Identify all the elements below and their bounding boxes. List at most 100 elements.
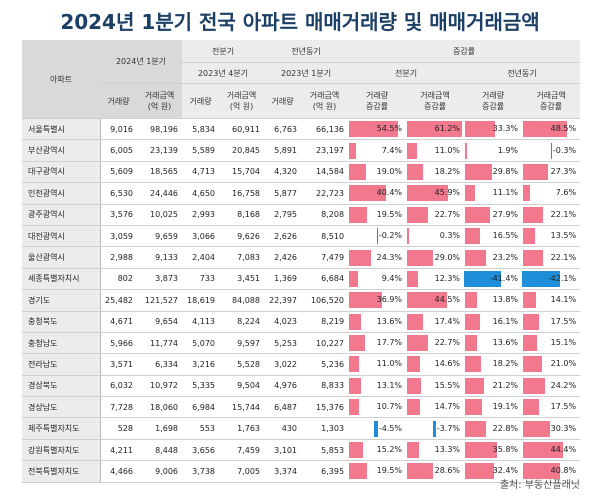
change-bar xyxy=(407,270,419,287)
cell-ay: 6,684 xyxy=(301,268,349,291)
change-cell-c1: 17.7% xyxy=(348,332,407,355)
change-bar xyxy=(465,185,476,202)
change-cell-c1: -4.5% xyxy=(348,417,407,440)
cell-vq: 553 xyxy=(182,417,220,440)
change-cell-c4: 15.1% xyxy=(522,332,581,355)
table-body: 서울특별시 9,016 98,196 5,834 60,911 6,763 66,136 54… xyxy=(22,118,581,483)
change-bar xyxy=(376,228,379,245)
change-cell-c4: 22.1% xyxy=(522,246,581,269)
change-bar xyxy=(523,335,537,352)
change-bar xyxy=(523,442,564,459)
cell-a24: 11,774 xyxy=(137,332,183,355)
change-cell-c3: 18.2% xyxy=(464,353,523,376)
cell-vy: 22,397 xyxy=(264,289,302,312)
change-bar xyxy=(522,270,561,287)
change-bar xyxy=(349,142,356,159)
cell-ay: 5,853 xyxy=(301,439,349,462)
data-table-wrapper: 아파트 2024년 1분기 전분기 전년동기 증감률 2023년 4분기 202… xyxy=(22,40,581,483)
change-value: 33.3% xyxy=(492,124,519,134)
table-row: 강원특별자치도 4,211 8,448 3,656 7,459 3,101 5,853 15.… xyxy=(22,439,581,462)
change-bar xyxy=(349,463,367,480)
change-value: 21.2% xyxy=(492,380,519,390)
cell-vy: 3,374 xyxy=(264,460,302,483)
cell-a24: 10,025 xyxy=(137,204,183,226)
change-cell-c2: -3.7% xyxy=(406,417,465,440)
change-cell-c1: 19.5% xyxy=(348,460,407,483)
change-bar xyxy=(465,142,467,159)
change-value: -42.1% xyxy=(547,273,577,283)
change-value: 13.6% xyxy=(376,316,403,326)
change-bar xyxy=(465,442,498,459)
change-bar xyxy=(464,270,502,287)
cell-v24: 7,728 xyxy=(100,396,137,419)
header-amt-chg-y: 거래금액 증감률 xyxy=(522,83,581,119)
change-value: 16.1% xyxy=(492,316,519,326)
cell-v24: 9,016 xyxy=(100,118,137,141)
change-cell-c4: -0.3% xyxy=(522,139,581,162)
change-value: 40.4% xyxy=(376,188,403,198)
change-bar xyxy=(523,292,536,309)
change-cell-c3: 16.5% xyxy=(464,225,523,248)
change-cell-c4: 22.1% xyxy=(522,204,581,226)
cell-aq: 1,763 xyxy=(219,417,265,440)
cell-a24: 9,654 xyxy=(137,311,183,333)
change-value: 7.4% xyxy=(381,145,403,155)
table-row: 전라남도 3,571 6,334 3,216 5,528 3,022 5,236 11.0% 1… xyxy=(22,353,581,376)
cell-aq: 60,911 xyxy=(219,118,265,141)
change-cell-c1: 13.6% xyxy=(348,311,407,333)
change-bar xyxy=(407,249,434,266)
change-bar xyxy=(407,206,428,223)
change-value: 17.4% xyxy=(434,316,461,326)
cell-aq: 7,005 xyxy=(219,460,265,483)
cell-aq: 15,744 xyxy=(219,396,265,419)
change-bar xyxy=(349,377,361,394)
change-bar xyxy=(407,185,449,202)
change-value: 44.4% xyxy=(550,445,577,455)
change-cell-c1: 9.4% xyxy=(348,268,407,291)
change-bar xyxy=(523,356,542,373)
cell-v24: 5,609 xyxy=(100,161,137,184)
change-bar xyxy=(465,356,482,373)
change-bar xyxy=(523,463,560,480)
header-vol-chg-q: 거래량 증감률 xyxy=(348,83,407,119)
header-amt-q1-2023: 거래금액 (억 원) xyxy=(301,83,349,119)
change-cell-c2: 22.7% xyxy=(406,332,465,355)
change-cell-c2: 22.7% xyxy=(406,204,465,226)
cell-vq: 5,589 xyxy=(182,139,220,162)
cell-a24: 9,133 xyxy=(137,246,183,269)
change-bar xyxy=(465,292,478,309)
change-cell-c4: 17.5% xyxy=(522,396,581,419)
change-cell-c2: 12.3% xyxy=(406,268,465,291)
cell-a24: 18,060 xyxy=(137,396,183,419)
change-bar xyxy=(465,249,486,266)
cell-v24: 4,466 xyxy=(100,460,137,483)
change-value: 30.3% xyxy=(550,423,577,433)
cell-a24: 10,972 xyxy=(137,375,183,398)
header-change-prev-quarter: 전분기 xyxy=(348,62,465,84)
change-bar xyxy=(349,249,371,266)
change-cell-c3: 11.1% xyxy=(464,182,523,205)
header-vol-2024: 거래량 xyxy=(100,83,137,119)
change-bar xyxy=(407,335,428,352)
cell-vq: 5,335 xyxy=(182,375,220,398)
change-bar xyxy=(465,163,492,180)
region-name: 대구광역시 xyxy=(22,161,101,184)
change-bar xyxy=(349,185,386,202)
change-cell-c1: 13.1% xyxy=(348,375,407,398)
change-bar xyxy=(465,399,483,416)
table-row: 제주특별자치도 528 1,698 553 1,763 430 1,303 -4.5% -3.7… xyxy=(22,417,581,440)
cell-ay: 1,303 xyxy=(301,417,349,440)
change-bar xyxy=(465,335,478,352)
table-row: 경상남도 7,728 18,060 6,984 15,744 6,487 15,376 10.… xyxy=(22,396,581,419)
region-name: 강원특별자치도 xyxy=(22,439,101,462)
source-note: 출처: 부동산플래닛 xyxy=(499,480,580,491)
change-value: 28.6% xyxy=(434,466,461,476)
change-cell-c1: 10.7% xyxy=(348,396,407,419)
cell-aq: 7,459 xyxy=(219,439,265,462)
change-value: 13.8% xyxy=(492,295,519,305)
change-value: 18.2% xyxy=(434,166,461,176)
change-value: 14.1% xyxy=(550,295,577,305)
change-bar xyxy=(349,442,363,459)
cell-ay: 8,510 xyxy=(301,225,349,248)
cell-vy: 1,369 xyxy=(264,268,302,291)
